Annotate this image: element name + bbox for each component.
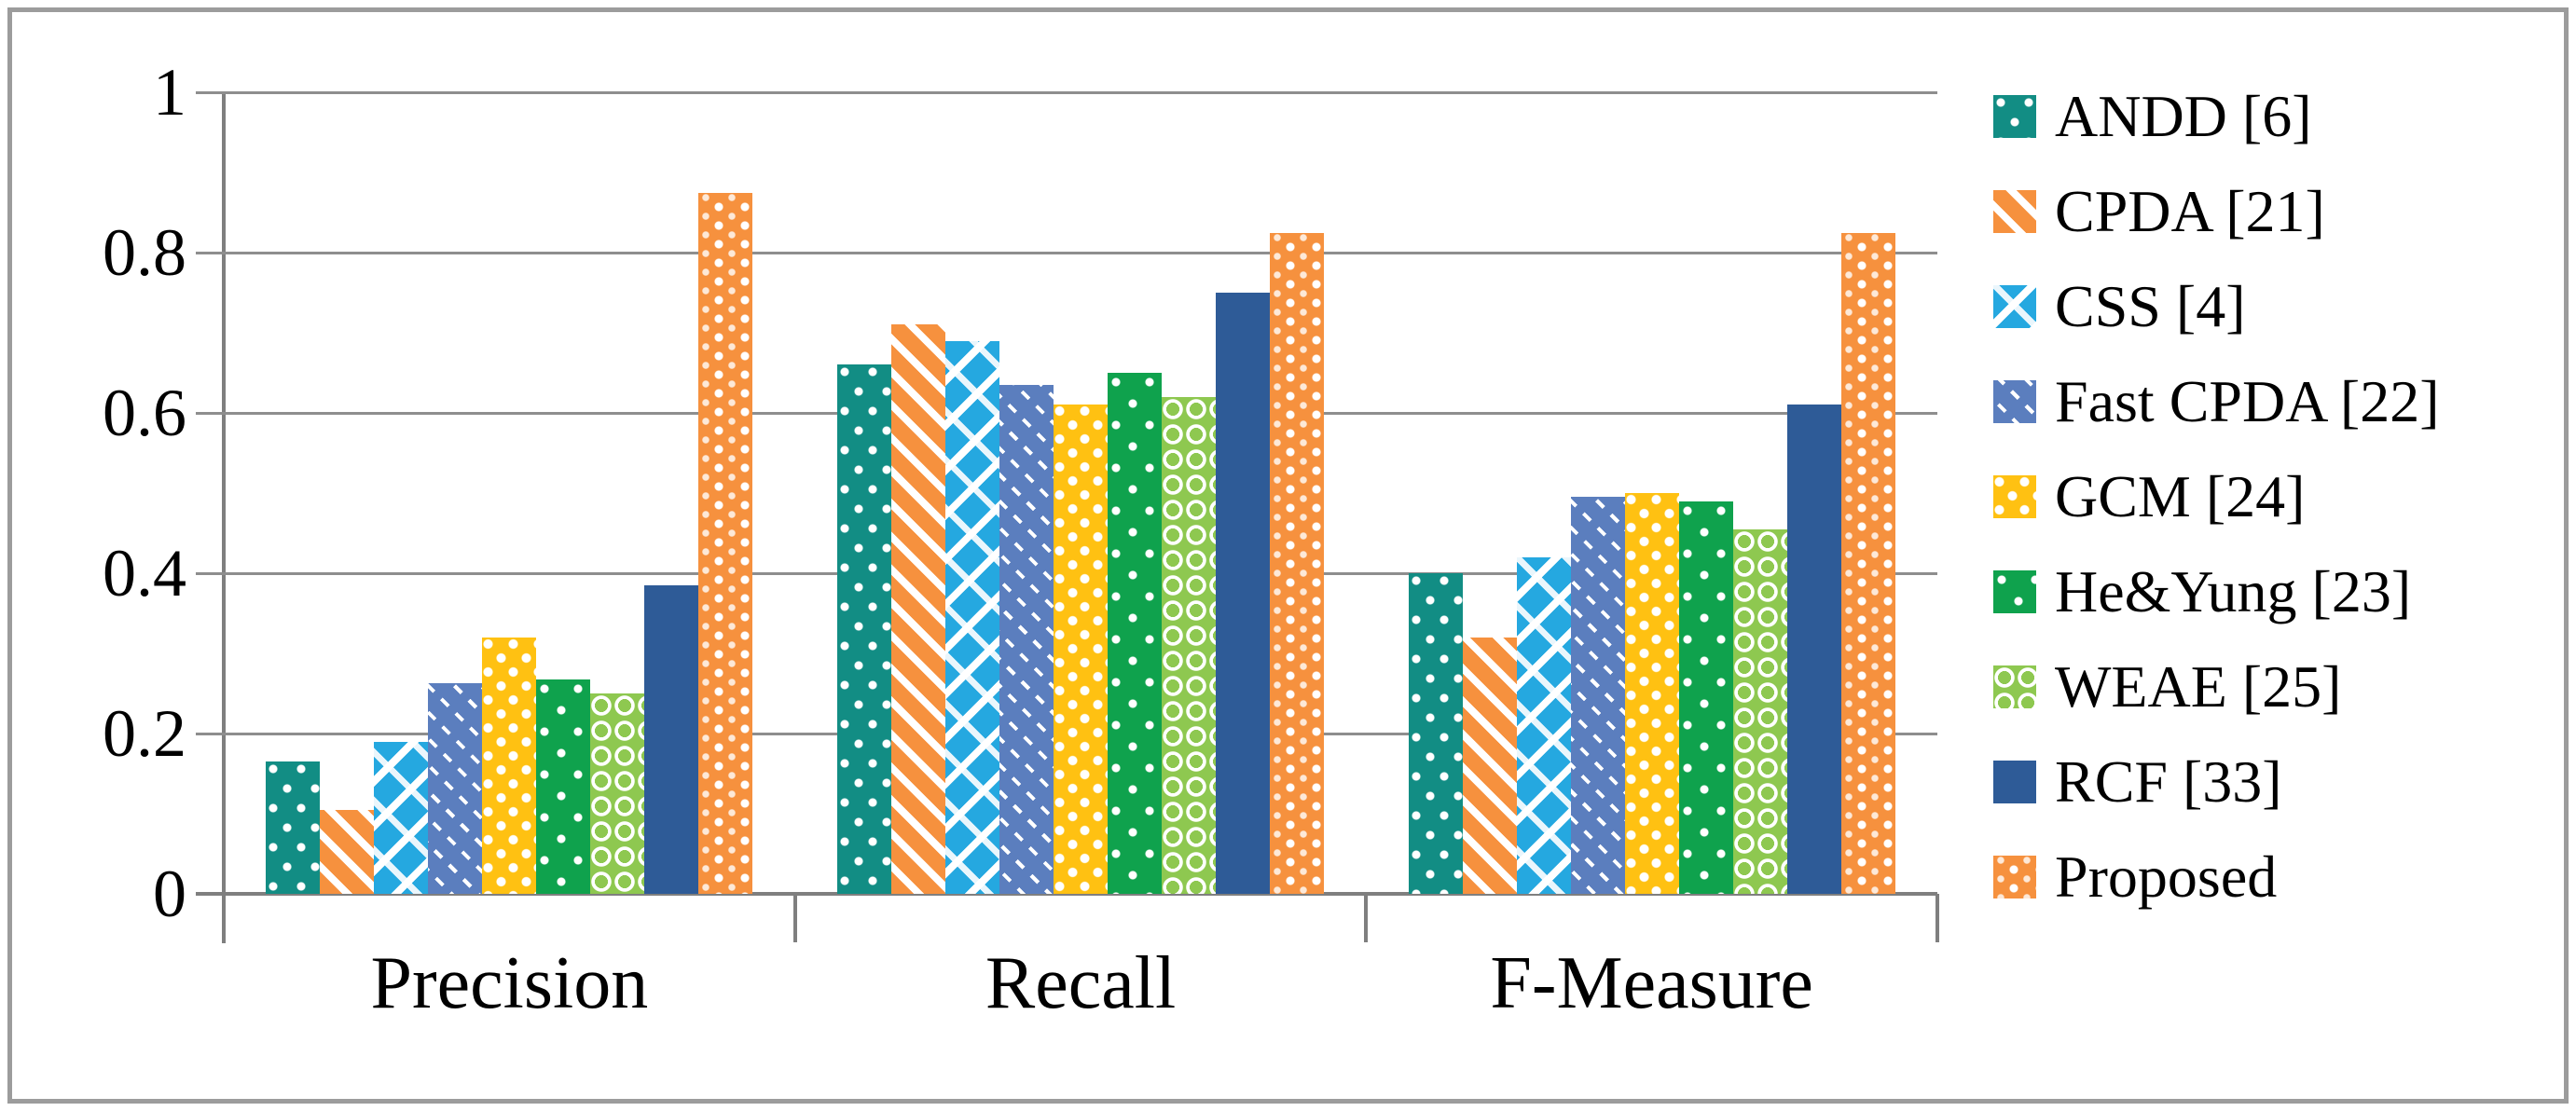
- bar: [1408, 573, 1463, 894]
- legend: ANDD [6] CPDA [21] CSS [4] Fast CPDA [22] GC…: [1993, 83, 2440, 950]
- bar: [644, 584, 699, 894]
- bar: [590, 693, 645, 894]
- bar: [1624, 493, 1679, 894]
- y-tick-label: 1: [153, 55, 186, 130]
- bar: [266, 761, 321, 894]
- legend-label: GCM [24]: [2055, 463, 2306, 529]
- legend-swatch: [1993, 95, 2036, 138]
- x-axis-line: [196, 892, 1937, 896]
- bar: [1732, 528, 1787, 894]
- bar: [1215, 293, 1270, 894]
- plot-area: 1 0.8 0.6 0.4 0.2 0 Precision Recall F-Measure: [103, 55, 1939, 1024]
- x-tick: [792, 894, 797, 942]
- legend-swatch: [1993, 475, 2036, 518]
- legend-label: CPDA [21]: [2055, 178, 2325, 244]
- legend-item: ANDD [6]: [1993, 83, 2440, 149]
- legend-label: WEAE [25]: [2055, 653, 2342, 720]
- y-tick-label: 0.2: [103, 696, 186, 771]
- category-label: Recall: [985, 942, 1177, 1024]
- legend-label: Fast CPDA [22]: [2055, 368, 2440, 434]
- x-tick: [1935, 894, 1939, 942]
- legend-item: RCF [33]: [1993, 748, 2440, 815]
- bar: [1107, 373, 1162, 894]
- bar: [1161, 396, 1216, 894]
- legend-swatch: [1993, 856, 2036, 898]
- bar-group-f-measure: [1366, 92, 1937, 894]
- legend-item: CPDA [21]: [1993, 178, 2440, 244]
- legend-item: GCM [24]: [1993, 463, 2440, 529]
- bar: [428, 682, 483, 894]
- legend-label: CSS [4]: [2055, 273, 2246, 339]
- bar: [1269, 232, 1324, 894]
- bar: [1570, 497, 1625, 894]
- legend-label: RCF [33]: [2055, 748, 2282, 815]
- legend-swatch: [1993, 380, 2036, 423]
- y-tick-label: 0.4: [103, 536, 186, 610]
- x-tick: [222, 894, 226, 942]
- bar: [482, 637, 537, 894]
- bar: [1462, 637, 1517, 894]
- bar-group-recall: [795, 92, 1367, 894]
- x-tick: [1364, 894, 1369, 942]
- bar: [1678, 501, 1733, 894]
- gridline: [196, 91, 1937, 94]
- bar: [374, 741, 429, 894]
- legend-swatch: [1993, 665, 2036, 708]
- bar: [1516, 556, 1571, 894]
- bar-group-precision: [224, 92, 795, 894]
- legend-label: Proposed: [2055, 844, 2278, 910]
- bar: [1053, 405, 1108, 894]
- bar: [1786, 405, 1841, 894]
- legend-swatch: [1993, 570, 2036, 613]
- legend-item: CSS [4]: [1993, 273, 2440, 339]
- legend-swatch: [1993, 285, 2036, 328]
- y-axis-line: [222, 92, 226, 943]
- legend-label: He&Yung [23]: [2055, 558, 2412, 624]
- category-label: Precision: [370, 942, 649, 1024]
- legend-item: WEAE [25]: [1993, 653, 2440, 720]
- y-tick-label: 0.6: [103, 376, 186, 450]
- legend-item: He&Yung [23]: [1993, 558, 2440, 624]
- bar: [944, 340, 999, 894]
- bar: [1840, 232, 1895, 894]
- legend-item: Fast CPDA [22]: [1993, 368, 2440, 434]
- legend-swatch: [1993, 761, 2036, 803]
- category-label: F-Measure: [1490, 942, 1813, 1024]
- y-tick-label: 0: [153, 857, 186, 931]
- bar: [999, 384, 1054, 894]
- legend-label: ANDD [6]: [2055, 83, 2312, 149]
- y-tick-label: 0.8: [103, 215, 186, 290]
- bar: [536, 679, 591, 894]
- bar: [698, 192, 753, 894]
- legend-swatch: [1993, 190, 2036, 233]
- bar: [320, 809, 375, 894]
- bar: [890, 324, 945, 894]
- legend-item: Proposed: [1993, 844, 2440, 910]
- bar: [836, 364, 891, 894]
- gridline: [196, 252, 1937, 254]
